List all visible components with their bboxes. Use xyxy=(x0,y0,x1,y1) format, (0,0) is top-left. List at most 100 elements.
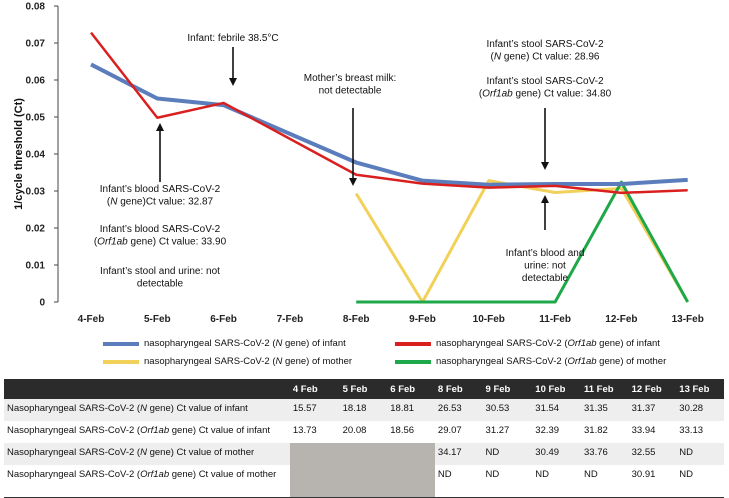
y-tick-label: 0.02 xyxy=(26,224,46,235)
legend-swatch xyxy=(103,341,139,346)
table-cell: 30.53 xyxy=(482,399,533,421)
chart-series xyxy=(90,31,690,304)
table-header-cell: 5 Feb xyxy=(339,379,388,399)
table-cell: 13.73 xyxy=(292,425,317,436)
row-label: Nasopharyngeal SARS-CoV-2 (N gene) Ct va… xyxy=(4,399,290,421)
table-header-cell: 8 Feb xyxy=(434,379,483,399)
annotation-gene: N xyxy=(494,52,502,63)
table-row: Nasopharyngeal SARS-CoV-2 (Orf1ab gene) … xyxy=(4,421,724,443)
table-cell: 30.91 xyxy=(631,469,656,480)
annotation-text: gene)Ct value: 32.87 xyxy=(117,197,213,208)
annotation-blood-urine: Infant’s blood and urine: not detectable xyxy=(506,248,585,284)
table-cell: ND xyxy=(482,443,533,465)
y-tick-label: 0.08 xyxy=(26,2,46,13)
table-cell: 29.07 xyxy=(437,425,462,436)
series-line xyxy=(90,62,688,187)
line-chart: 0 0.01 0.02 0.03 0.04 0.05 0.06 0.07 0.08 1/cycle… xyxy=(13,2,704,326)
legend-item-orf1ab-mother: nasopharyngeal SARS-CoV-2 (Orf1ab gene) … xyxy=(395,356,666,367)
table-header-cell: 6 Feb xyxy=(387,379,435,399)
table-cell: ND xyxy=(679,469,694,480)
table-cell: 18.18 xyxy=(339,399,388,421)
annotation-line: not detectable xyxy=(319,86,382,97)
ct-value-table: 4 Feb 5 Feb 6 Feb 8 Feb 9 Feb 10 Feb 11 … xyxy=(4,379,724,498)
annotation-text: ( xyxy=(479,89,483,100)
table-header-cell: 12 Feb xyxy=(628,379,677,399)
annotation-blood-orf: Infant’s blood SARS-CoV-2 (Orf1ab gene) C… xyxy=(94,224,227,248)
y-tick-label: 0.06 xyxy=(26,76,46,87)
table-cell: ND xyxy=(437,469,452,480)
legend-item-orf1ab-infant: nasopharyngeal SARS-CoV-2 (Orf1ab gene) … xyxy=(395,338,660,349)
annotation-febrile: Infant: febrile 38.5°C xyxy=(187,33,278,44)
x-tick-label: 9-Feb xyxy=(409,314,436,325)
table-cell: 20.08 xyxy=(342,425,367,436)
y-tick-label: 0.04 xyxy=(26,150,46,161)
x-tick-label: 6-Feb xyxy=(210,314,237,325)
y-tick-label: 0.05 xyxy=(26,113,46,124)
y-tick-label: 0 xyxy=(39,298,45,309)
annotation-stool-orf: Infant’s stool SARS-CoV-2 (Orf1ab gene) C… xyxy=(479,76,612,100)
table-cell: 31.37 xyxy=(628,399,677,421)
legend-swatch xyxy=(395,341,431,346)
annotation-text: gene) Ct value: 33.90 xyxy=(128,237,227,248)
annotation-gene: Orf1ab xyxy=(97,237,128,248)
x-tick-label: 12-Feb xyxy=(605,314,637,325)
table-cell: 30.28 xyxy=(676,399,724,421)
x-tick-label: 11-Feb xyxy=(539,314,571,325)
table-cell: 31.54 xyxy=(532,399,581,421)
table-cell: ND xyxy=(485,469,500,480)
annotation-line: Infant’s blood and xyxy=(506,248,585,259)
table-cell: 32.55 xyxy=(628,443,677,465)
x-tick-label: 8-Feb xyxy=(343,314,370,325)
series-line xyxy=(90,31,688,195)
x-tick-label: 10-Feb xyxy=(473,314,505,325)
table-cell: 34.17 xyxy=(434,443,483,465)
annotation-blood-n: Infant’s blood SARS-CoV-2 (N gene)Ct valu… xyxy=(100,184,221,208)
table-row: Nasopharyngeal SARS-CoV-2 (Orf1ab gene) … xyxy=(4,465,724,498)
annotation-line: detectable xyxy=(137,279,184,290)
table-cell: 33.94 xyxy=(631,425,656,436)
table-cell: 33.76 xyxy=(581,443,629,465)
annotation-text: ( xyxy=(491,52,495,63)
annotation-line: (Orf1ab gene) Ct value: 34.80 xyxy=(479,89,612,100)
annotation-gene: N xyxy=(110,197,118,208)
annotation-line: (N gene)Ct value: 32.87 xyxy=(107,197,214,208)
table-row: Nasopharyngeal SARS-CoV-2 (N gene) Ct va… xyxy=(4,399,724,421)
table-cell: 30.49 xyxy=(532,443,581,465)
x-tick-label: 4-Feb xyxy=(78,314,105,325)
table-cell: 15.57 xyxy=(289,399,340,421)
annotation-gene: Orf1ab xyxy=(482,89,513,100)
legend-item-n-mother: nasopharyngeal SARS-CoV-2 (N gene) of mo… xyxy=(103,356,352,367)
table-cell: 31.35 xyxy=(581,399,629,421)
table-cell: ND xyxy=(535,469,550,480)
annotation-line: Infant’s stool and urine: not xyxy=(100,266,220,277)
annotation-text: gene) Ct value: 28.96 xyxy=(501,52,600,63)
annotation-milk: Mother’s breast milk: not detectable xyxy=(304,73,396,97)
annotation-stool-n: Infant’s stool SARS-CoV-2 (N gene) Ct val… xyxy=(486,39,604,63)
y-tick-label: 0.01 xyxy=(26,261,46,272)
table-header-cell: 9 Feb xyxy=(482,379,533,399)
legend-swatch xyxy=(103,359,139,364)
legend-swatch xyxy=(395,359,431,364)
annotation-line: (N gene) Ct value: 28.96 xyxy=(491,52,600,63)
y-tick-label: 0.03 xyxy=(26,187,46,198)
table-header-cell: 13 Feb xyxy=(676,379,724,399)
row-label: Nasopharyngeal SARS-CoV-2 (N gene) Ct va… xyxy=(4,443,290,465)
table-cell: 31.27 xyxy=(485,425,510,436)
table-header-cell: 10 Feb xyxy=(532,379,581,399)
not-applicable-cell xyxy=(289,443,435,498)
annotation-stool-urine: Infant’s stool and urine: not detectable xyxy=(100,266,220,290)
table-cell: ND xyxy=(676,443,724,465)
chart-legend: nasopharyngeal SARS-CoV-2 (N gene) of in… xyxy=(0,336,729,376)
table-header-cell: 4 Feb xyxy=(289,379,340,399)
chart-annotations: Infant: febrile 38.5°C Mother’s breast mi… xyxy=(94,33,612,290)
annotation-text: ( xyxy=(94,237,98,248)
legend-label: nasopharyngeal SARS-CoV-2 (N gene) of in… xyxy=(144,338,346,349)
annotation-line: Infant’s stool SARS-CoV-2 xyxy=(486,76,604,87)
y-tick-label: 0.07 xyxy=(26,39,46,50)
table-cell: ND xyxy=(584,469,598,480)
annotation-line: Infant’s blood SARS-CoV-2 xyxy=(100,184,221,195)
legend-item-n-infant: nasopharyngeal SARS-CoV-2 (N gene) of in… xyxy=(103,338,346,349)
x-tick-label: 13-Feb xyxy=(672,314,704,325)
table-cell: 18.81 xyxy=(387,399,435,421)
table-cell: 31.82 xyxy=(584,425,608,436)
